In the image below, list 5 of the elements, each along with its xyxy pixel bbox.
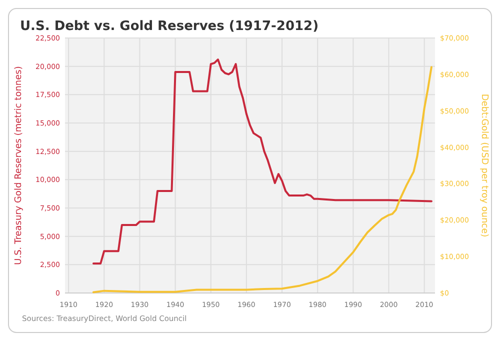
line-series: [92, 58, 432, 265]
y2-axis-title: Debt:Gold (USD per troy ounce): [479, 94, 489, 238]
y-axis-title: U.S. Treasury Gold Reserves (metric tonnes): [14, 66, 24, 265]
line-series: [92, 66, 432, 294]
chart-title: U.S. Debt vs. Gold Reserves (1917-2012): [20, 19, 319, 34]
